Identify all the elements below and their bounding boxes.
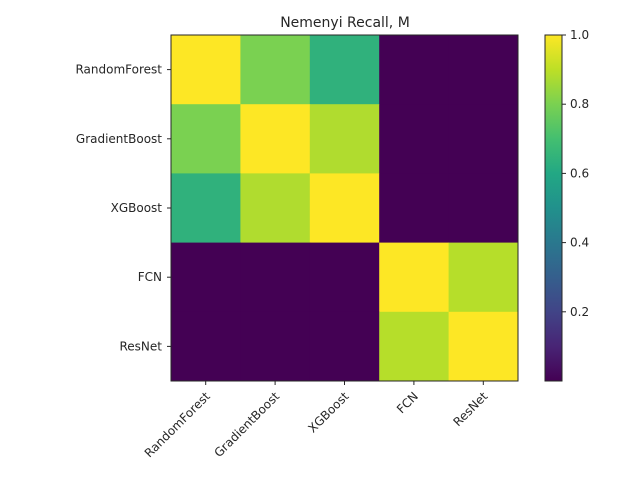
colorbar-tick-label: 0.4 bbox=[570, 236, 589, 250]
row-tick-label: FCN bbox=[138, 270, 162, 284]
heatmap-cell-3-3 bbox=[379, 242, 450, 313]
column-tick-label: ResNet bbox=[450, 389, 490, 429]
heatmap-cell-3-0 bbox=[171, 242, 241, 313]
heatmap-cell-4-0 bbox=[171, 311, 241, 382]
colorbar-tick-label: 0.6 bbox=[570, 166, 589, 180]
colorbar-tick-label: 0.2 bbox=[570, 305, 589, 319]
column-tick-label: XGBoost bbox=[305, 389, 351, 435]
heatmap-cell-4-4 bbox=[448, 311, 519, 382]
colorbar bbox=[544, 34, 563, 382]
row-tick-label: XGBoost bbox=[111, 201, 163, 215]
heatmap-cell-1-2 bbox=[309, 104, 380, 174]
heatmap-cell-0-0 bbox=[171, 35, 241, 105]
heatmap-cell-2-4 bbox=[448, 173, 519, 244]
row-tick-label: GradientBoost bbox=[76, 132, 162, 146]
heatmap-cell-0-4 bbox=[448, 35, 519, 105]
heatmap-cell-1-0 bbox=[171, 104, 241, 174]
heatmap-cell-2-2 bbox=[309, 173, 380, 244]
row-tick-labels: RandomForest GradientBoost XGBoost FCN ResNe… bbox=[75, 63, 171, 353]
colorbar-tick-label: 1.0 bbox=[570, 28, 589, 42]
heatmap-cell-2-3 bbox=[379, 173, 450, 244]
heatmap-cell-3-1 bbox=[240, 242, 311, 313]
chart-title: Nemenyi Recall, M bbox=[280, 15, 410, 31]
heatmap-cell-4-2 bbox=[309, 311, 380, 382]
heatmap-cell-0-1 bbox=[240, 35, 311, 105]
heatmap-cell-1-3 bbox=[379, 104, 450, 174]
heatmap-cell-2-1 bbox=[240, 173, 311, 244]
column-tick-label: FCN bbox=[394, 389, 421, 416]
column-tick-label: RandomForest bbox=[142, 389, 213, 460]
heatmap-cells bbox=[171, 35, 519, 382]
colorbar-tick-label: 0.8 bbox=[570, 97, 589, 111]
heatmap-cell-3-2 bbox=[309, 242, 380, 313]
colorbar-tick-labels: 0.2 0.4 0.6 0.8 1.0 bbox=[562, 28, 589, 319]
heatmap-cell-1-4 bbox=[448, 104, 519, 174]
heatmap-cell-4-1 bbox=[240, 311, 311, 382]
heatmap-cell-4-3 bbox=[379, 311, 450, 382]
column-tick-label: GradientBoost bbox=[211, 389, 282, 460]
heatmap-cell-0-3 bbox=[379, 35, 450, 105]
heatmap-cell-0-2 bbox=[309, 35, 380, 105]
heatmap-cell-1-1 bbox=[240, 104, 311, 174]
heatmap-cell-2-0 bbox=[171, 173, 241, 244]
row-tick-label: RandomForest bbox=[75, 63, 162, 77]
row-tick-label: ResNet bbox=[120, 339, 163, 353]
heatmap-cell-3-4 bbox=[448, 242, 519, 313]
